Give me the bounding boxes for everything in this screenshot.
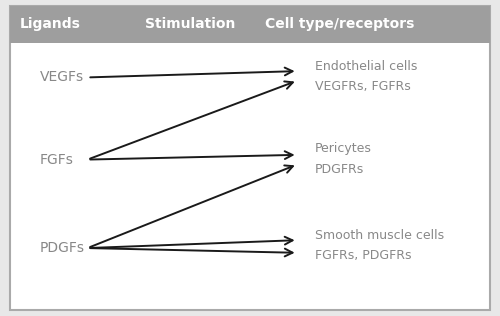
Text: PDGFRs: PDGFRs	[315, 162, 364, 176]
Text: Stimulation: Stimulation	[145, 17, 235, 32]
Text: VEGFs: VEGFs	[40, 70, 84, 84]
Text: FGFRs, PDGFRs: FGFRs, PDGFRs	[315, 249, 412, 263]
Text: VEGFRs, FGFRs: VEGFRs, FGFRs	[315, 80, 411, 94]
Text: Pericytes: Pericytes	[315, 142, 372, 155]
Text: Cell type/receptors: Cell type/receptors	[266, 17, 414, 32]
Text: Endothelial cells: Endothelial cells	[315, 60, 418, 73]
Text: PDGFs: PDGFs	[40, 241, 85, 255]
Bar	[10, 6, 490, 43]
Text: Ligands: Ligands	[20, 17, 80, 32]
Text: Smooth muscle cells: Smooth muscle cells	[315, 229, 444, 242]
Text: FGFs: FGFs	[40, 153, 74, 167]
